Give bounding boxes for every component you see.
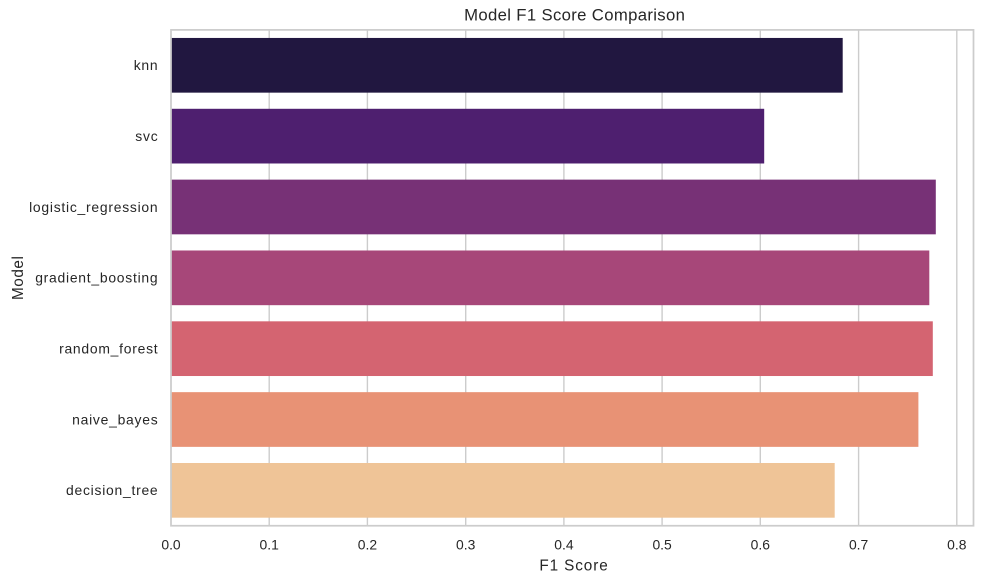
svg-text:F1 Score: F1 Score (539, 557, 608, 574)
svg-text:0.2: 0.2 (358, 537, 378, 553)
svg-text:0.6: 0.6 (751, 537, 771, 553)
svg-text:logistic_regression: logistic_regression (29, 199, 158, 215)
svg-text:knn: knn (134, 57, 159, 73)
svg-text:gradient_boosting: gradient_boosting (35, 270, 158, 286)
svg-text:0.1: 0.1 (260, 537, 280, 553)
svg-text:0.4: 0.4 (554, 537, 574, 553)
svg-text:decision_tree: decision_tree (66, 482, 158, 498)
svg-text:Model F1 Score Comparison: Model F1 Score Comparison (464, 6, 685, 25)
svg-text:0.5: 0.5 (652, 537, 672, 553)
svg-text:0.8: 0.8 (947, 537, 967, 553)
svg-text:0.3: 0.3 (456, 537, 476, 553)
svg-text:Model: Model (10, 256, 27, 300)
svg-text:naive_bayes: naive_bayes (72, 411, 158, 427)
svg-text:svc: svc (135, 128, 158, 144)
svg-text:0.7: 0.7 (849, 537, 869, 553)
svg-text:random_forest: random_forest (59, 341, 158, 357)
svg-text:0.0: 0.0 (161, 537, 181, 553)
